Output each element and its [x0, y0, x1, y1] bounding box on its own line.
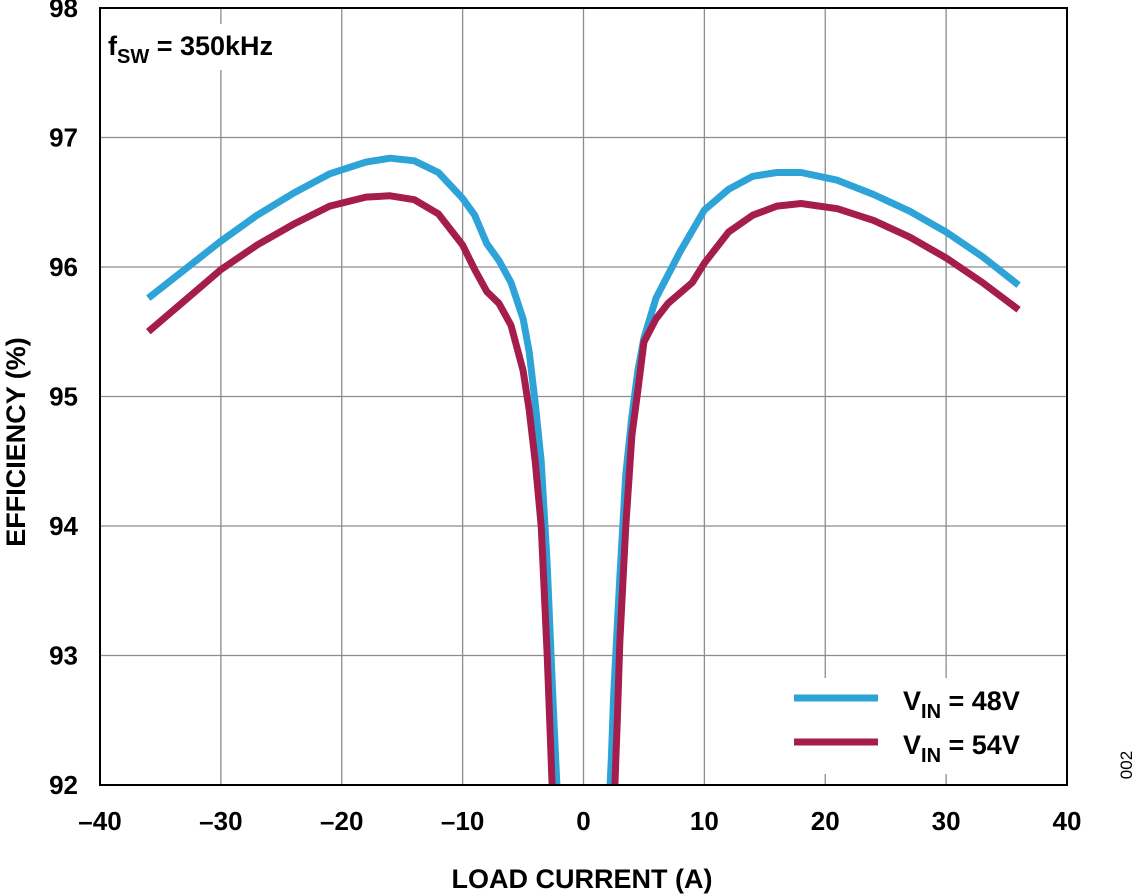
y-tick-label: 92	[49, 770, 78, 800]
x-tick-label: 10	[690, 806, 719, 836]
y-tick-label: 94	[49, 511, 78, 541]
series-line-1-negative	[146, 154, 561, 785]
x-tick-label: –40	[78, 806, 121, 836]
series-layer	[146, 154, 1021, 785]
x-tick-label: 0	[576, 806, 590, 836]
x-tick-label: –10	[441, 806, 484, 836]
tick-labels: –40 –30 –20 –10 0 10 20 30 40 92 93 94 95 96 97 98	[49, 0, 1081, 836]
grid	[100, 8, 1067, 785]
fsw-annotation-sub: SW	[117, 46, 149, 68]
x-tick-label: 20	[811, 806, 840, 836]
series-line-2-positive	[611, 200, 1021, 785]
series-2	[146, 192, 1021, 785]
y-tick-label: 97	[49, 123, 78, 153]
series-line-2-negative	[146, 192, 556, 785]
fsw-annotation: fSW = 350kHz	[108, 31, 273, 68]
y-tick-label: 93	[49, 641, 78, 671]
x-axis-label: LOAD CURRENT (A)	[452, 864, 713, 894]
fsw-annotation-rest: = 350kHz	[149, 31, 273, 61]
y-tick-label: 98	[49, 0, 78, 23]
legend-background	[780, 678, 1062, 774]
y-axis-label: EFFICIENCY (%)	[1, 337, 31, 547]
figure-code: 002	[1117, 751, 1136, 779]
plot-frame	[99, 7, 1068, 786]
y-tick-label: 95	[49, 382, 78, 412]
x-tick-label: 40	[1053, 806, 1082, 836]
legend: VIN = 48V VIN = 54V	[780, 678, 1062, 774]
y-tick-label: 96	[49, 252, 78, 282]
x-tick-label: –20	[320, 806, 363, 836]
x-tick-label: 30	[932, 806, 961, 836]
annotation-background	[104, 24, 314, 70]
legend-label: VIN = 54V	[903, 730, 1020, 767]
legend-label: VIN = 48V	[903, 686, 1020, 723]
x-tick-label: –30	[199, 806, 242, 836]
fsw-annotation-main: f	[108, 31, 118, 61]
